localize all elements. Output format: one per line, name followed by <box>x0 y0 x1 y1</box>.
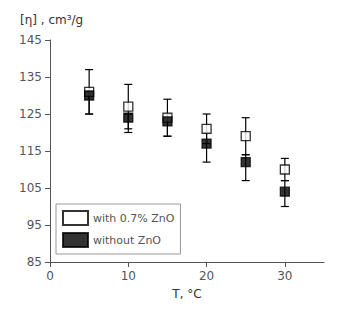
svg-text:0: 0 <box>46 269 54 283</box>
svg-text:10: 10 <box>121 269 136 283</box>
svg-text:135: 135 <box>19 70 42 84</box>
svg-text:145: 145 <box>19 33 42 47</box>
svg-text:20: 20 <box>199 269 214 283</box>
svg-text:30: 30 <box>277 269 292 283</box>
svg-text:without ZnO: without ZnO <box>93 234 161 247</box>
svg-text:95: 95 <box>27 218 42 232</box>
svg-text:85: 85 <box>27 255 42 269</box>
svg-text:125: 125 <box>19 107 42 121</box>
svg-text:with 0.7% ZnO: with 0.7% ZnO <box>93 212 175 225</box>
svg-text:[η] , cm³/g: [η] , cm³/g <box>20 13 83 27</box>
svg-text:105: 105 <box>19 181 42 195</box>
svg-text:115: 115 <box>19 144 42 158</box>
svg-text:T, °C: T, °C <box>171 287 201 301</box>
